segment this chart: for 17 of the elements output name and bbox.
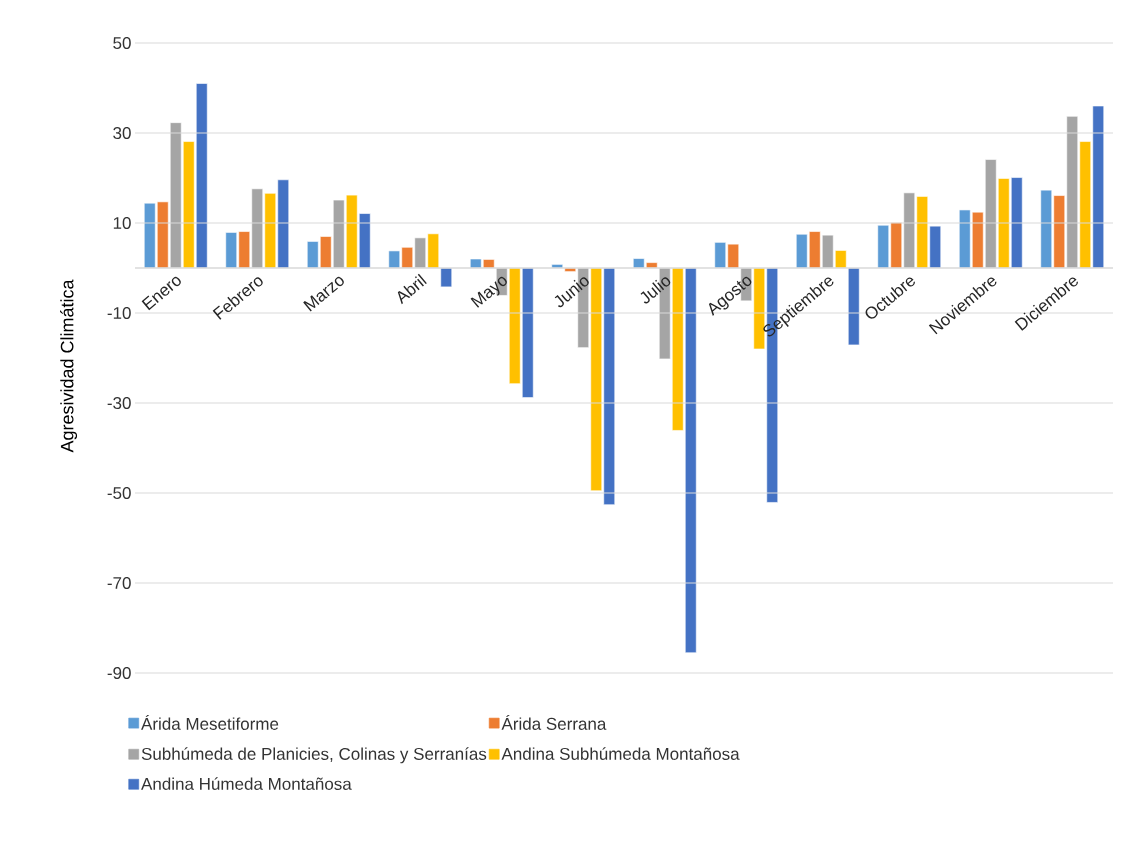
y-tick-label: -10 [107, 306, 131, 320]
legend-label: Andina Subhúmeda Montañosa [501, 747, 740, 760]
y-tick-label: 10 [113, 216, 131, 230]
y-tick-label: -90 [107, 666, 131, 680]
y-tick-label: -70 [107, 576, 131, 590]
legend-label: Subhúmeda de Planicies, Colinas y Serranías [141, 747, 487, 764]
y-tick-label: -30 [107, 396, 131, 410]
y-tick-label: -50 [107, 486, 131, 500]
y-tick-label: 30 [113, 126, 131, 140]
bar [440, 267, 453, 288]
y-axis-title: Agresividad Climática [60, 279, 78, 453]
legend-label: Árida Serrana [501, 715, 607, 730]
bar [847, 267, 860, 346]
y-tick-label: 50 [113, 36, 131, 50]
legend-label: Andina Húmeda Montañosa [141, 777, 352, 790]
x-tick-label: Julio [640, 277, 671, 304]
legend-label: Árida Mesetiforme [141, 715, 279, 730]
